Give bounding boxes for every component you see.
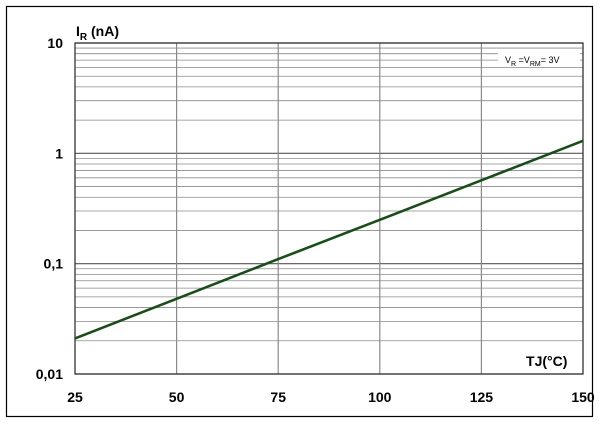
x-tick-label: 125 <box>470 389 494 405</box>
annotation-label: VR =VRM= 3V <box>505 55 560 68</box>
chart-frame <box>5 5 594 418</box>
y-axis-label: IR (nA) <box>76 23 119 43</box>
y-tick-label: 0,1 <box>44 256 64 272</box>
x-tick-label: 150 <box>571 389 595 405</box>
annotation-box <box>498 49 580 67</box>
plot-area-border <box>74 42 584 375</box>
x-tick-label: 50 <box>169 389 185 405</box>
y-tick-label: 0,01 <box>36 366 63 382</box>
x-tick-label: 100 <box>368 389 392 405</box>
series-line <box>74 139 584 340</box>
x-tick-label: 75 <box>270 389 286 405</box>
x-tick-label: 25 <box>67 389 83 405</box>
y-tick-label: 1 <box>55 145 63 161</box>
x-axis-label-box <box>521 350 579 370</box>
series <box>74 139 584 340</box>
x-axis-label: TJ(°C) <box>526 353 567 369</box>
y-tick-label: 10 <box>47 35 63 51</box>
